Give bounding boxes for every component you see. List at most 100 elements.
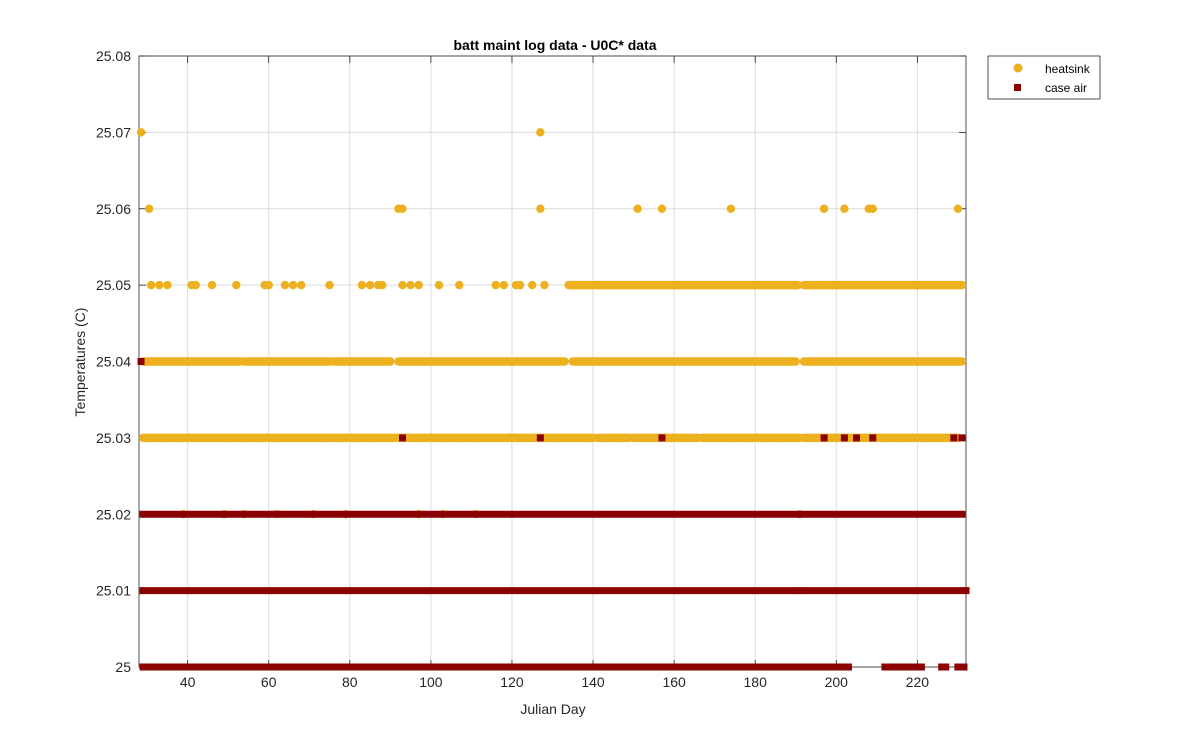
heatsink-point — [183, 357, 192, 366]
x-tick-label: 40 — [180, 674, 196, 690]
chart-title: batt maint log data - U0C* data — [453, 37, 656, 53]
case-air-point — [399, 434, 407, 442]
y-tick-label: 25.02 — [96, 506, 131, 522]
heatsink-point — [540, 280, 549, 290]
y-tick-label: 25.04 — [96, 354, 131, 370]
case-air-point-run — [893, 663, 913, 671]
heatsink-point — [686, 357, 695, 366]
heatsink-point — [386, 433, 395, 443]
heatsink-point — [264, 357, 273, 366]
case-air-point — [820, 434, 828, 442]
heatsink-point — [637, 357, 646, 366]
heatsink-point — [434, 280, 444, 290]
heatsink-point — [775, 280, 784, 290]
heatsink-point — [921, 433, 930, 443]
heatsink-point — [442, 357, 452, 366]
heatsink-point — [718, 357, 727, 366]
heatsink-point — [507, 433, 517, 443]
heatsink-point — [613, 280, 622, 290]
heatsink-point — [580, 433, 590, 443]
x-tick-label: 140 — [581, 674, 605, 690]
heatsink-point — [369, 433, 379, 443]
heatsink-point — [442, 433, 452, 443]
heatsink-point — [856, 280, 865, 290]
heatsink-point — [767, 357, 776, 366]
heatsink-point — [653, 357, 663, 366]
heatsink-point — [357, 280, 367, 290]
heatsink-point — [528, 280, 537, 290]
y-tick-label: 25.05 — [96, 277, 131, 293]
heatsink-point — [896, 357, 906, 366]
heatsink-point — [406, 280, 415, 290]
heatsink-point — [142, 433, 152, 443]
heatsink-point — [313, 357, 322, 366]
legend-box — [987, 55, 1101, 100]
heatsink-point — [710, 433, 719, 443]
heatsink-point — [759, 433, 768, 443]
series-case-air — [137, 358, 970, 671]
heatsink-point — [361, 357, 371, 366]
heatsink-point — [807, 357, 817, 366]
heatsink-point — [661, 280, 671, 290]
heatsink-point — [596, 433, 606, 443]
heatsink-point — [807, 280, 817, 290]
heatsink-point — [702, 357, 711, 366]
heatsink-point — [491, 280, 500, 290]
heatsink-point — [750, 357, 760, 366]
series-heatsink — [136, 128, 967, 519]
heatsink-point — [856, 357, 865, 366]
heatsink-point — [669, 433, 679, 443]
legend-heatsink-label: heatsink — [1045, 62, 1091, 76]
heatsink-point — [337, 433, 346, 443]
heatsink-point — [613, 433, 622, 443]
heatsink-point-run — [629, 433, 703, 443]
x-tick-label: 160 — [662, 674, 686, 690]
heatsink-point — [272, 433, 282, 443]
heatsink-point — [459, 433, 468, 443]
heatsink-point — [572, 357, 582, 366]
heatsink-point — [264, 280, 273, 290]
case-air-point-run — [798, 663, 844, 671]
heatsink-point — [605, 357, 614, 366]
heatsink-point — [540, 357, 549, 366]
heatsink-point — [953, 280, 963, 290]
heatsink-point — [144, 204, 154, 213]
heatsink-point — [475, 357, 484, 366]
y-tick-labels: 25 25.01 25.02 25.03 25.04 25.05 25.06 25.07 25.… — [96, 48, 131, 675]
heatsink-point — [686, 433, 695, 443]
case-air-point-run — [139, 510, 966, 518]
heatsink-point — [207, 433, 217, 443]
heatsink-point — [880, 357, 890, 366]
heatsink-point — [953, 357, 963, 366]
heatsink-point — [296, 280, 306, 290]
case-air-point — [958, 434, 966, 442]
x-tick-label: 180 — [744, 674, 768, 690]
heatsink-point — [414, 280, 423, 290]
heatsink-point — [175, 433, 184, 443]
heatsink-point — [321, 433, 330, 443]
heatsink-point — [791, 280, 800, 290]
heatsink-point — [378, 357, 387, 366]
case-air-point — [869, 434, 877, 442]
heatsink-point — [629, 433, 638, 443]
heatsink-point — [536, 128, 545, 137]
heatsink-point — [621, 357, 630, 366]
heatsink-point — [365, 280, 375, 290]
heatsink-point — [868, 204, 877, 213]
case-air-point — [950, 434, 958, 442]
y-axis-label: Temperatures (C) — [72, 308, 88, 417]
x-tick-label: 220 — [906, 674, 930, 690]
heatsink-point — [491, 433, 500, 443]
heatsink-point — [896, 433, 906, 443]
heatsink-point — [564, 433, 573, 443]
heatsink-point — [199, 357, 209, 366]
heatsink-point — [410, 433, 419, 443]
heatsink-point — [280, 357, 290, 366]
x-tick-label: 120 — [500, 674, 524, 690]
heatsink-point — [475, 433, 484, 443]
heatsink-point — [823, 280, 833, 290]
heatsink-point — [191, 280, 200, 290]
heatsink-point — [288, 280, 298, 290]
heatsink-point — [872, 280, 882, 290]
